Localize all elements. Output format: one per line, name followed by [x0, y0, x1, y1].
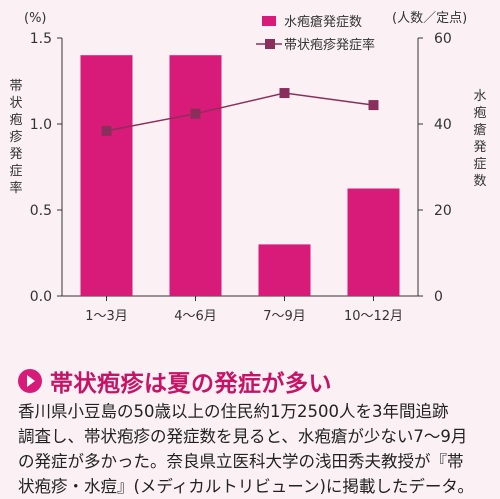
caption-line: 調査し、帯状疱疹の発症数を見ると、水疱瘡が少ない7～9月	[18, 427, 468, 446]
x-tick-label: 10～12月	[344, 309, 403, 324]
right-unit-label: (人数／定点)	[392, 11, 467, 26]
x-tick-label: 1～3月	[85, 309, 128, 324]
right-tick-label: 20	[434, 203, 452, 219]
caption-header: 帯状疱疹は夏の発症が多い	[18, 364, 332, 398]
caption-line: 香川県小豆島の50歳以上の住民約1万2500人を3年間追跡	[18, 402, 449, 421]
legend-label-bar: 水疱瘡発症数	[284, 14, 362, 30]
bar	[347, 188, 400, 296]
x-tick-label: 7～9月	[263, 309, 306, 324]
left-unit-label: (%)	[24, 11, 47, 26]
line-point	[279, 88, 290, 99]
left-tick-label: 0.0	[30, 289, 52, 305]
line-point	[101, 125, 112, 136]
left-axis-title: 帯状疱疹発症率	[9, 79, 22, 196]
caption-line: の発症が多かった。奈良県立医科大学の浅田秀夫教授が『帯	[18, 452, 464, 471]
caption-title: 帯状疱疹は夏の発症が多い	[50, 371, 332, 397]
bar	[258, 244, 311, 296]
line-point	[190, 108, 201, 119]
right-tick-label: 40	[434, 117, 452, 133]
right-axis-title: 水疱瘡発症数	[473, 89, 486, 189]
line-path	[106, 92, 374, 132]
right-tick-label: 60	[434, 31, 452, 47]
left-tick-label: 0.5	[30, 203, 52, 219]
bar	[169, 55, 222, 297]
play-arrow-icon	[18, 369, 42, 393]
right-tick-label: 0	[434, 289, 443, 305]
left-tick-label: 1.5	[30, 31, 52, 47]
bar-series	[80, 55, 400, 297]
bar	[80, 55, 133, 297]
line-point	[368, 100, 379, 111]
x-tick-label: 4～6月	[174, 309, 217, 324]
line-series	[101, 88, 379, 136]
caption-body: 香川県小豆島の50歳以上の住民約1万2500人を3年間追跡 調査し、帯状疱疹の発…	[18, 399, 486, 499]
legend-swatch-bar	[262, 16, 276, 26]
caption-line: 状疱疹・水痘』(メディカルトリビューン)に掲載したデータ。	[18, 477, 474, 496]
legend-label-line: 帯状疱疹発症率	[284, 37, 375, 53]
legend-marker-line	[265, 39, 275, 49]
left-tick-label: 1.0	[30, 117, 52, 133]
